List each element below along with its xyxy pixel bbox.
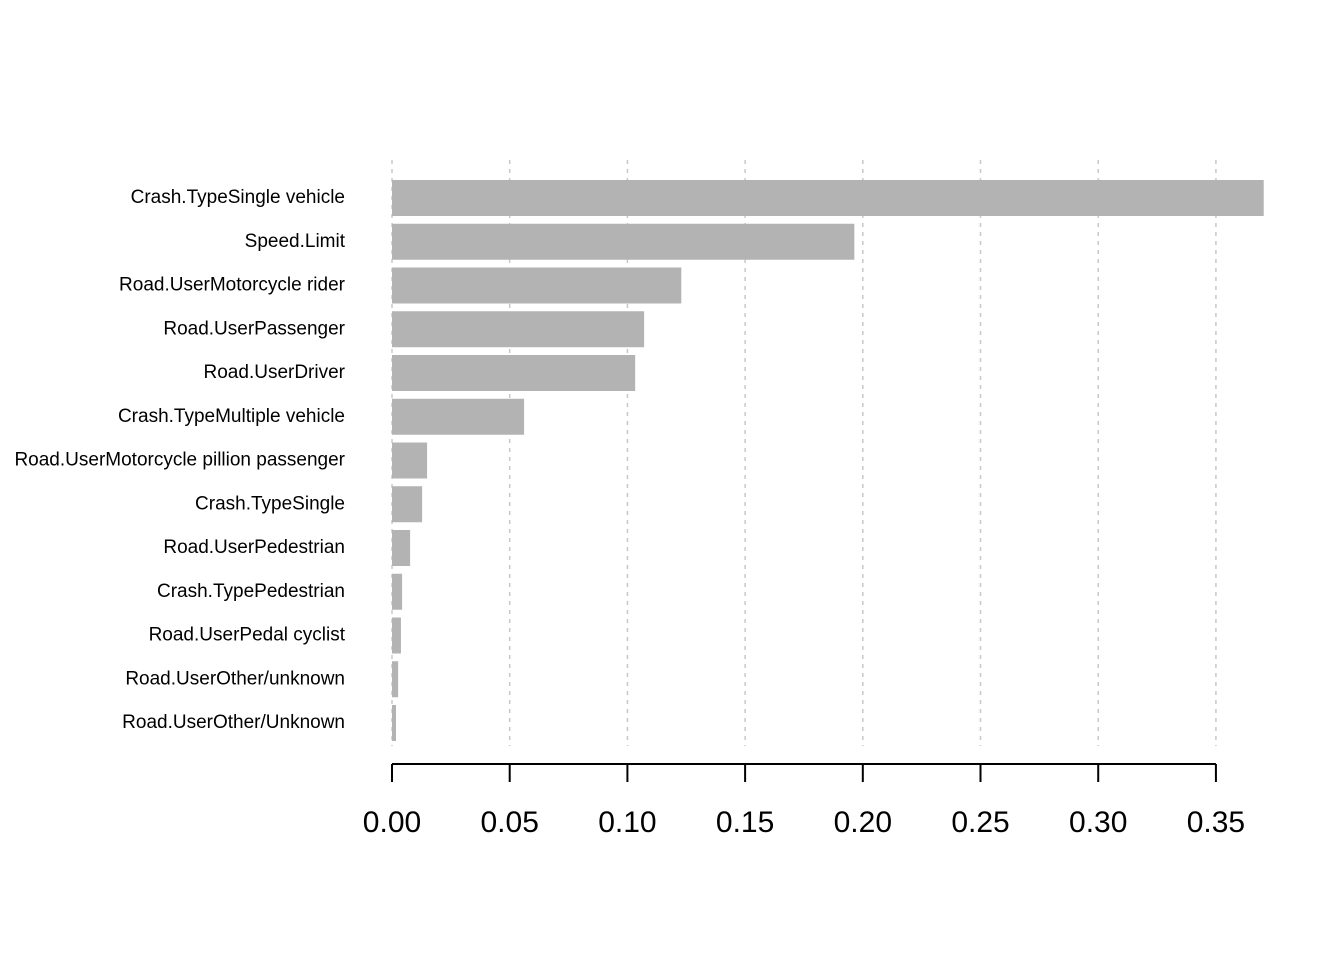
y-tick-label: Road.UserMotorcycle pillion passenger [14, 450, 345, 471]
bar [392, 223, 855, 260]
y-tick-label: Road.UserDriver [204, 362, 346, 383]
y-tick-label: Crash.TypeSingle vehicle [131, 187, 345, 208]
x-tick-label: 0.15 [716, 806, 774, 839]
x-tick-label: 0.05 [481, 806, 539, 839]
y-tick-label: Speed.Limit [245, 231, 346, 252]
bar [392, 398, 525, 435]
bar [392, 442, 428, 479]
y-tick-label: Road.UserPassenger [163, 318, 345, 339]
bar [392, 617, 401, 654]
bar [392, 355, 636, 391]
x-tick-label: 0.00 [363, 806, 421, 839]
bar [392, 486, 423, 523]
y-tick-label: Crash.TypeSingle [195, 493, 345, 514]
bar [392, 311, 645, 348]
y-tick-label: Road.UserMotorcycle rider [119, 275, 346, 296]
bar [392, 705, 397, 741]
x-tick-label: 0.20 [834, 806, 892, 839]
x-tick-label: 0.35 [1187, 806, 1245, 839]
bar [392, 267, 682, 304]
y-tick-label: Road.UserOther/unknown [125, 668, 345, 689]
y-tick-label: Road.UserOther/Unknown [122, 712, 345, 733]
y-tick-label: Road.UserPedal cyclist [149, 625, 346, 646]
bar [392, 180, 1264, 216]
x-tick-label: 0.25 [951, 806, 1009, 839]
y-tick-label: Crash.TypePedestrian [157, 581, 345, 602]
bar [392, 661, 399, 698]
bar [392, 573, 403, 610]
x-tick-label: 0.10 [598, 806, 656, 839]
bar [392, 530, 411, 566]
y-tick-label: Crash.TypeMultiple vehicle [118, 406, 345, 427]
x-tick-label: 0.30 [1069, 806, 1127, 839]
y-tick-label: Road.UserPedestrian [163, 537, 345, 558]
